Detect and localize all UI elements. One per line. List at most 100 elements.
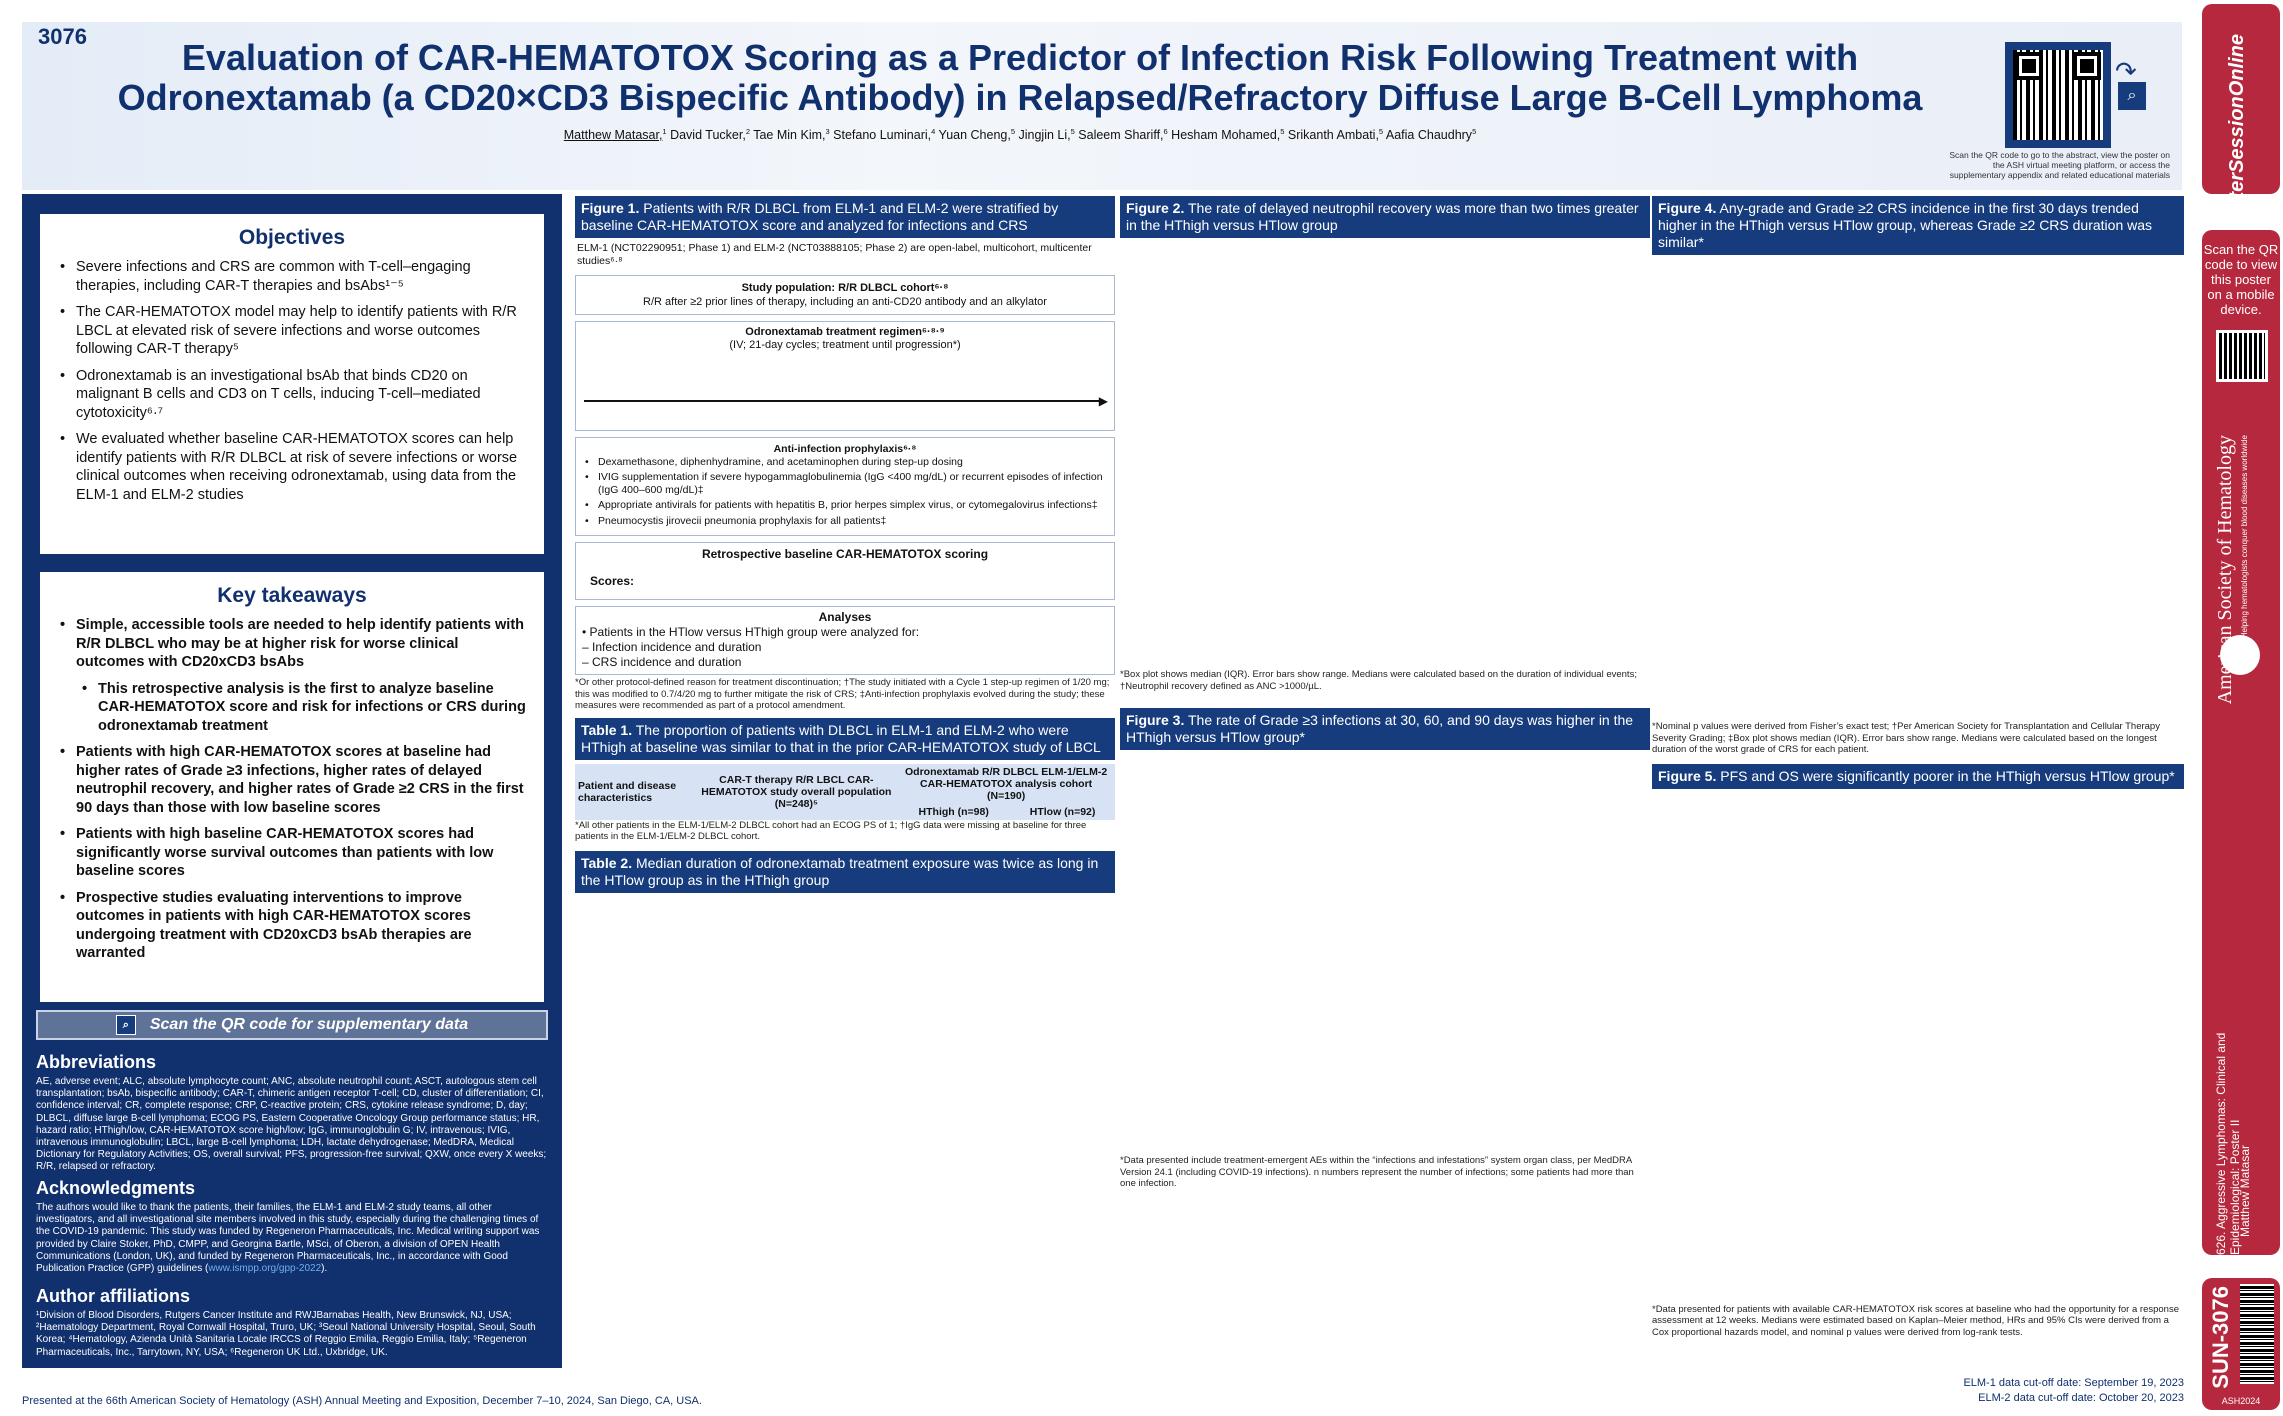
- table1: Patient and disease characteristics CAR-T…: [575, 763, 1115, 820]
- figure1-title: Patients with R/R DLBCL from ELM-1 and E…: [581, 200, 1059, 233]
- poster-title: Evaluation of CAR-HEMATOTOX Scoring as a…: [60, 38, 1980, 118]
- society-tagline: Helping hematologists conquer blood dise…: [2240, 435, 2249, 639]
- population-text: R/R after ≥2 prior lines of therapy, inc…: [643, 296, 1047, 308]
- acknowledgments-title: Acknowledgments: [36, 1178, 196, 1198]
- author: Aafia Chaudhry5: [1385, 126, 1477, 142]
- anc-duration-chart: [1120, 244, 1650, 444]
- neutrophil-recovery-chart: [1120, 449, 1650, 664]
- table2-title: Median duration of odronextamab treatmen…: [581, 854, 1099, 888]
- pfs-km-chart: [1652, 789, 2184, 1044]
- prophylaxis-item: Dexamethasone, diphenhydramine, and acet…: [585, 456, 1108, 469]
- author: Matthew Matasar,1: [563, 126, 667, 142]
- acknowledgments-text: The authors would like to thank the pati…: [36, 1202, 548, 1275]
- logo-text: PosterSessionOnline: [2226, 34, 2248, 236]
- takeaway-item: Simple, accessible tools are needed to h…: [60, 616, 530, 672]
- study-population-box: Study population: R/R DLBCL cohort⁶·⁸ R/…: [575, 275, 1115, 315]
- objectives-list: Severe infections and CRS are common wit…: [40, 258, 544, 504]
- score-legend: Scores: 0–1: HTlow (low risk) ≥2: HThigh…: [576, 565, 1114, 591]
- figure1-header: Figure 1. Patients with R/R DLBCL from E…: [575, 196, 1115, 238]
- figure4-header: Figure 4. Any-grade and Grade ≥2 CRS inc…: [1652, 196, 2184, 255]
- table2-header: Table 2. Median duration of odronextamab…: [575, 850, 1115, 893]
- author-list: Matthew Matasar,1 David Tucker,2 Tae Min…: [300, 128, 1740, 142]
- mobile-scan-text: Scan the QR code to view this poster on …: [2203, 242, 2279, 317]
- t1-col-high: HThigh (n=98): [897, 803, 1011, 820]
- poster-code-panel: SUN-3076 ASH2024: [2202, 1278, 2280, 1410]
- takeaways-title: Key takeaways: [217, 584, 367, 607]
- chart-search-icon: ⌕: [2118, 82, 2146, 110]
- objective-item: The CAR-HEMATOTOX model may help to iden…: [60, 303, 530, 359]
- author: Jingjin Li,5: [1018, 126, 1075, 142]
- t1-col-odro: Odronextamab R/R DLBCL ELM-1/ELM-2 CAR-H…: [897, 763, 1115, 804]
- curved-arrow-icon: ↷: [2115, 56, 2137, 86]
- regimen-subtitle: (IV; 21-day cycles; treatment until prog…: [729, 339, 961, 351]
- analyses-lead-text: Patients in the HTlow versus HThigh grou…: [589, 625, 920, 639]
- figure5-title: PFS and OS were significantly poorer in …: [1720, 767, 2175, 784]
- presented-at: Presented at the 66th American Society o…: [22, 1395, 702, 1407]
- takeaways-box: Key takeaways Simple, accessible tools a…: [40, 572, 544, 1002]
- author: Hesham Mohamed,5: [1171, 126, 1285, 142]
- author: David Tucker,2: [670, 126, 750, 142]
- analysis-item: – Infection incidence and duration: [582, 640, 762, 654]
- scoring-title: Retrospective baseline CAR-HEMATOTOX sco…: [701, 547, 989, 561]
- ack-body: The authors would like to thank the pati…: [36, 1202, 540, 1275]
- author: Tae Min Kim,3: [753, 126, 830, 142]
- cutoff-elm1: ELM-1 data cut-off date: September 19, 2…: [1963, 1377, 2184, 1389]
- timeline-arrow-icon: ▶: [1098, 394, 1108, 408]
- poster-header: [22, 22, 2182, 190]
- t1-col-low: HTlow (n=92): [1010, 803, 1115, 820]
- qr-caption: Scan the QR code to go to the abstract, …: [1949, 150, 2170, 180]
- abbreviations-text: AE, adverse event; ALC, absolute lymphoc…: [36, 1076, 547, 1173]
- t1-col-characteristics: Patient and disease characteristics: [575, 763, 696, 820]
- table1-label: Table 1.: [581, 721, 633, 738]
- figure4-5-column: Figure 4. Any-grade and Grade ≥2 CRS inc…: [1652, 196, 2184, 1338]
- figure3-label: Figure 3.: [1126, 712, 1185, 728]
- figure1-column: Figure 1. Patients with R/R DLBCL from E…: [575, 196, 1115, 897]
- ash-panel: American Society of Hematology Helping h…: [2202, 405, 2280, 1255]
- figure3-footnote: *Data presented include treatment-emerge…: [1120, 1155, 1634, 1189]
- scores-label: Scores:: [590, 574, 635, 588]
- table2-label: Table 2.: [581, 854, 633, 871]
- figure1-label: Figure 1.: [581, 200, 640, 216]
- presenter-name: Matthew Matasar: [2238, 1145, 2252, 1238]
- figure3-header: Figure 3. The rate of Grade ≥3 infection…: [1120, 708, 1650, 750]
- abbreviations-title: Abbreviations: [36, 1052, 157, 1072]
- figure5-footnote: *Data presented for patients with availa…: [1652, 1303, 2179, 1338]
- os-km-chart: [1652, 1049, 2184, 1299]
- takeaway-item: This retrospective analysis is the first…: [82, 680, 530, 736]
- figure4-footnote: *Nominal p values were derived from Fish…: [1652, 721, 2160, 755]
- regimen-box: Odronextamab treatment regimen⁶·⁸·⁹ (IV;…: [575, 321, 1115, 431]
- poster-sidebar: PosterSessionOnline Scan the QR code to …: [2196, 0, 2283, 1416]
- timeline-line: [584, 400, 1102, 402]
- mobile-qr-code[interactable]: [2216, 330, 2268, 382]
- score-high-chip: ≥2: HThigh (high risk): [929, 575, 1043, 587]
- figure5-header: Figure 5. PFS and OS were significantly …: [1652, 763, 2184, 789]
- takeaways-list: Simple, accessible tools are needed to h…: [40, 616, 544, 963]
- score-low-chip: 0–1: HTlow (low risk): [723, 575, 833, 587]
- regimen-title: Odronextamab treatment regimen⁶·⁸·⁹: [745, 326, 945, 338]
- objectives-box: Objectives Severe infections and CRS are…: [40, 214, 544, 554]
- prophylaxis-list: Dexamethasone, diphenhydramine, and acet…: [582, 456, 1108, 528]
- ack-end: ).: [321, 1263, 328, 1275]
- figure2-label: Figure 2.: [1126, 200, 1185, 216]
- gpp-link[interactable]: www.ismpp.org/gpp-2022: [208, 1263, 322, 1275]
- barcode-icon: [2240, 1284, 2274, 1384]
- ash-logo-icon: [2220, 635, 2260, 675]
- author: Stefano Luminari,4: [833, 126, 936, 142]
- meeting-label: ASH2024: [2221, 1396, 2261, 1406]
- abstract-qr-code[interactable]: [2005, 42, 2111, 148]
- title-line-1: Evaluation of CAR-HEMATOTOX Scoring as a…: [181, 37, 1859, 78]
- prophylaxis-box: Anti-infection prophylaxis⁶·⁸ Dexamethas…: [575, 437, 1115, 536]
- takeaway-item: Patients with high CAR-HEMATOTOX scores …: [60, 743, 530, 817]
- figure4-label: Figure 4.: [1658, 200, 1717, 216]
- cutoff-elm2: ELM-2 data cut-off date: October 20, 202…: [1978, 1392, 2184, 1404]
- author: Saleem Shariff,6: [1078, 126, 1168, 142]
- analysis-item: – CRS incidence and duration: [582, 655, 742, 669]
- analyses-list: – Infection incidence and duration – CRS …: [582, 640, 1108, 670]
- affiliations-text: ¹Division of Blood Disorders, Rutgers Ca…: [36, 1310, 536, 1358]
- analyses-box: Analyses • Patients in the HTlow versus …: [575, 606, 1115, 675]
- objective-item: Odronextamab is an investigational bsAb …: [60, 367, 530, 423]
- population-title: Study population: R/R DLBCL cohort⁶·⁸: [741, 282, 949, 294]
- scan-supplementary-button[interactable]: ⌕ Scan the QR code for supplementary data: [36, 1010, 548, 1040]
- postersessiononline-logo[interactable]: PosterSessionOnline: [2202, 4, 2280, 235]
- figure4-title: Any-grade and Grade ≥2 CRS incidence in …: [1658, 200, 2153, 250]
